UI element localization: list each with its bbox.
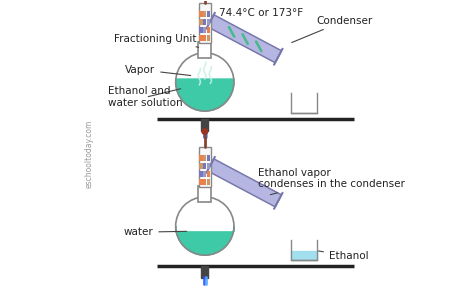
Bar: [292, 240, 318, 260]
Bar: [207, 171, 210, 177]
Bar: [201, 119, 208, 131]
Polygon shape: [176, 79, 234, 111]
Bar: [207, 11, 210, 17]
Text: 74.4°C or 173°F: 74.4°C or 173°F: [219, 8, 303, 18]
Text: Ethanol: Ethanol: [319, 251, 369, 261]
Bar: [199, 179, 202, 185]
Bar: [203, 35, 207, 41]
Bar: [199, 163, 202, 169]
Bar: [207, 27, 210, 33]
Bar: [199, 19, 202, 25]
Bar: [292, 251, 318, 260]
Text: water: water: [124, 227, 187, 237]
Bar: [199, 27, 202, 33]
Bar: [203, 27, 207, 33]
Polygon shape: [208, 15, 282, 63]
Bar: [203, 179, 207, 185]
Bar: [199, 42, 211, 58]
Bar: [207, 19, 210, 25]
Circle shape: [176, 53, 234, 111]
Text: eschooltoday.com: eschooltoday.com: [85, 120, 94, 188]
Text: Condenser: Condenser: [292, 16, 373, 43]
Polygon shape: [208, 159, 282, 207]
Polygon shape: [176, 226, 234, 255]
Bar: [207, 179, 210, 185]
Bar: [203, 163, 207, 169]
Bar: [199, 171, 202, 177]
Text: Vapor: Vapor: [125, 65, 191, 75]
Bar: [292, 93, 318, 113]
Bar: [203, 11, 207, 17]
Bar: [199, 35, 202, 41]
Bar: [203, 171, 207, 177]
Bar: [203, 19, 207, 25]
Text: Fractioning Unit: Fractioning Unit: [114, 34, 199, 47]
Bar: [207, 155, 210, 161]
Bar: [203, 155, 207, 161]
Text: Ethanol and
water solution: Ethanol and water solution: [108, 87, 183, 108]
Bar: [207, 163, 210, 169]
Bar: [199, 3, 210, 43]
Bar: [207, 35, 210, 41]
Bar: [201, 266, 208, 278]
Circle shape: [176, 197, 234, 255]
Text: Ethanol vapor
condenses in the condenser: Ethanol vapor condenses in the condenser: [258, 168, 405, 195]
Bar: [199, 11, 202, 17]
Circle shape: [202, 129, 208, 134]
Bar: [199, 186, 211, 202]
Bar: [199, 155, 202, 161]
Bar: [199, 147, 210, 187]
